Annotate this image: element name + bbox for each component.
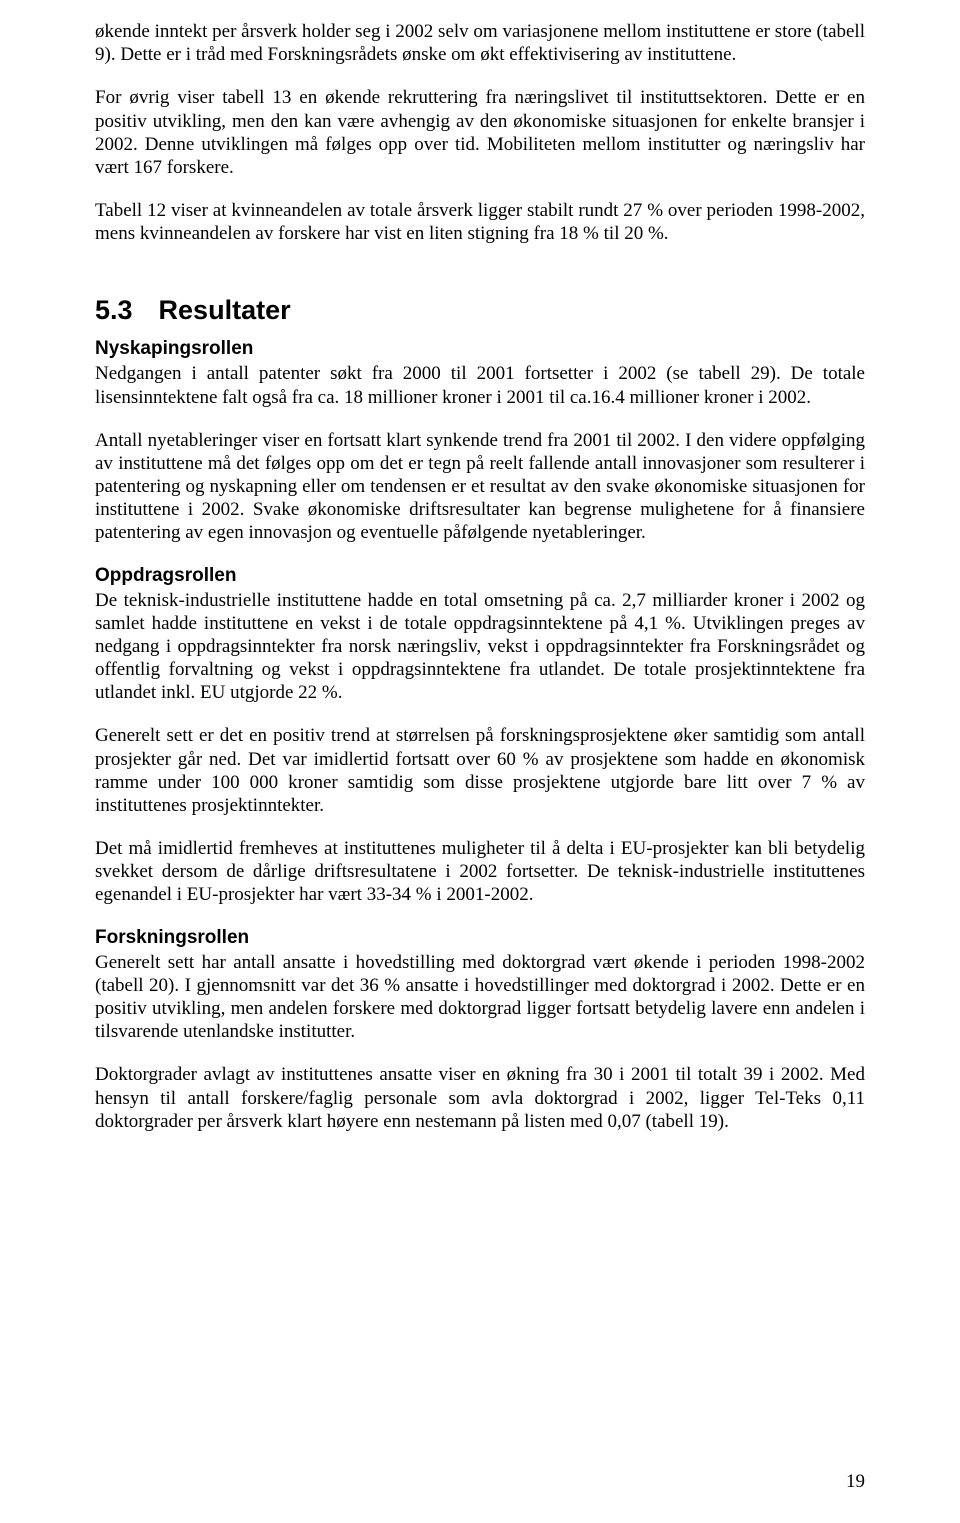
forskning-block: Forskningsrollen Generelt sett har antal… [95, 927, 865, 1133]
oppdrag-paragraph-3: Det må imidlertid fremheves at institutt… [95, 837, 865, 907]
oppdrag-block: Oppdragsrollen De teknisk-industrielle i… [95, 565, 865, 907]
document-page: økende inntekt per årsverk holder seg i … [0, 0, 960, 1523]
page-number: 19 [846, 1471, 865, 1493]
nyskaping-block: Nyskapingsrollen Nedgangen i antall pate… [95, 338, 865, 544]
oppdrag-paragraph-1: De teknisk-industrielle instituttene had… [95, 589, 865, 705]
oppdrag-heading: Oppdragsrollen [95, 565, 865, 587]
intro-paragraph-3: Tabell 12 viser at kvinneandelen av tota… [95, 199, 865, 245]
section-title: Resultater [159, 295, 291, 325]
forskning-paragraph-1: Generelt sett har antall ansatte i hoved… [95, 951, 865, 1044]
nyskaping-paragraph-1: Nedgangen i antall patenter søkt fra 200… [95, 362, 865, 408]
nyskaping-paragraph-2: Antall nyetableringer viser en fortsatt … [95, 429, 865, 545]
intro-paragraph-1: økende inntekt per årsverk holder seg i … [95, 20, 865, 66]
forskning-paragraph-2: Doktorgrader avlagt av instituttenes ans… [95, 1063, 865, 1133]
oppdrag-paragraph-2: Generelt sett er det en positiv trend at… [95, 724, 865, 817]
section-heading-resultater: 5.3 Resultater [95, 295, 865, 326]
forskning-heading: Forskningsrollen [95, 927, 865, 949]
intro-paragraph-2: For øvrig viser tabell 13 en økende rekr… [95, 86, 865, 179]
section-number: 5.3 [95, 295, 133, 325]
nyskaping-heading: Nyskapingsrollen [95, 338, 865, 360]
